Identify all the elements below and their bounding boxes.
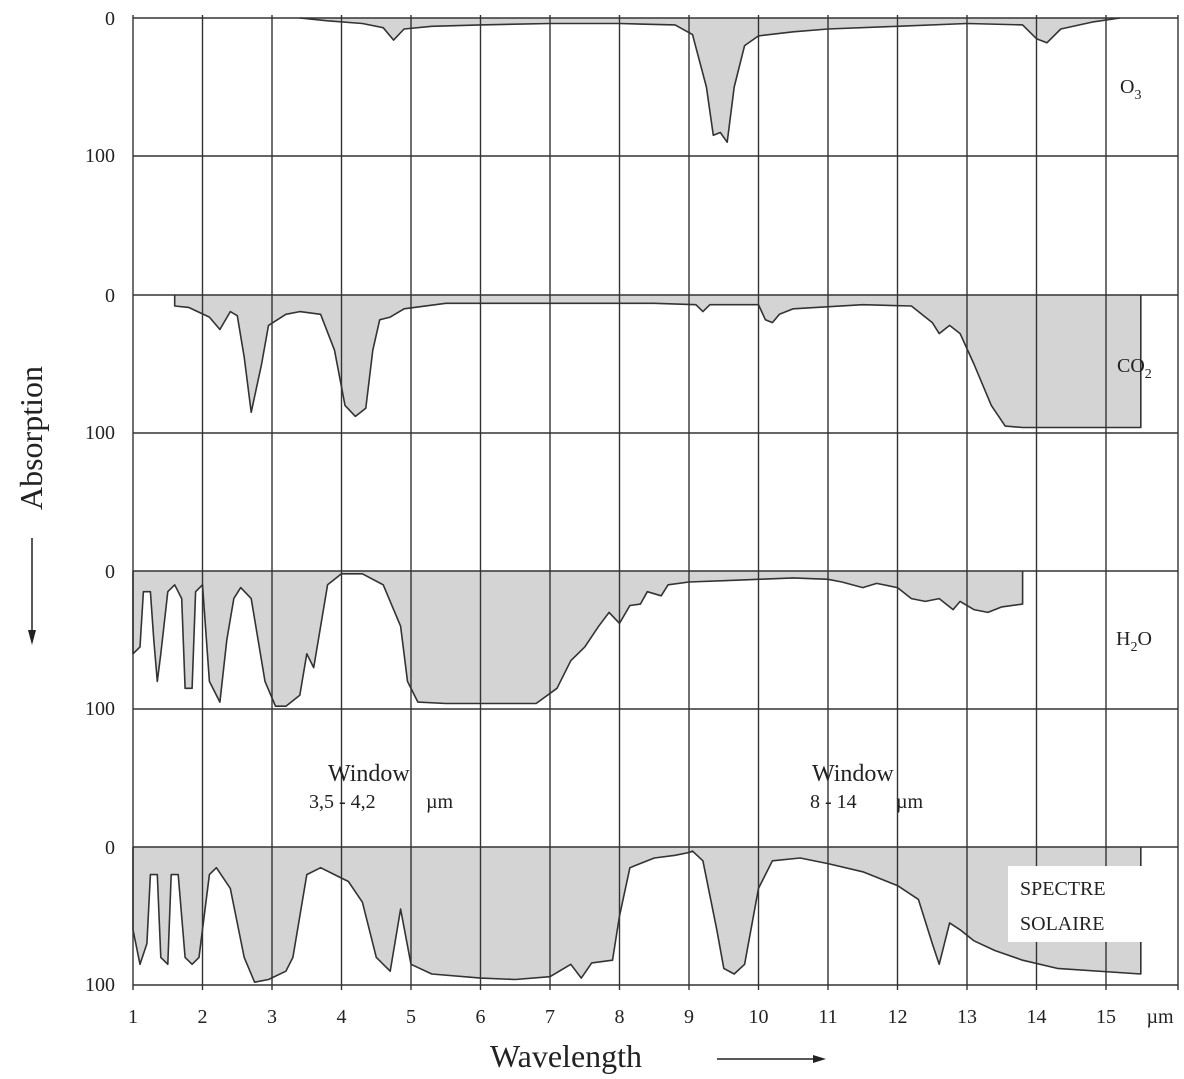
- xtick-11: 11: [818, 1006, 837, 1028]
- absorption-fill-0: [299, 18, 1120, 143]
- panel-label-o3-sub: 3: [1134, 88, 1141, 103]
- panel-label-h2o-sub: 2: [1130, 640, 1137, 655]
- xtick-6: 6: [476, 1006, 486, 1028]
- xtick-13: 13: [957, 1006, 977, 1028]
- panel-label-o3: O3: [1120, 76, 1141, 103]
- panel-label-co2: CO2: [1117, 355, 1152, 382]
- panel-label-o3-main: O: [1120, 76, 1134, 98]
- window-range-2: 8 - 14 µm: [810, 791, 924, 813]
- ytick-zero-2: 0: [105, 561, 115, 583]
- y-axis-arrow: [28, 538, 36, 645]
- panel-label-co2-main: CO: [1117, 355, 1145, 377]
- window-range-1: 3,5 - 4,2 µm: [309, 791, 454, 813]
- xtick-7: 7: [545, 1006, 555, 1028]
- xtick-unit: µm: [1146, 1006, 1174, 1028]
- window-label-2: Window: [812, 761, 894, 787]
- panels-layer: [132, 17, 1178, 984]
- absorption-curve-3: [132, 847, 1142, 984]
- xtick-14: 14: [1027, 1006, 1047, 1028]
- window-label-1: Window: [328, 761, 410, 787]
- ytick-hundred-0: 100: [85, 145, 115, 167]
- xtick-10: 10: [749, 1006, 769, 1028]
- spectre-label-box: [1008, 866, 1153, 942]
- ytick-hundred-3: 100: [85, 974, 115, 996]
- x-axis-title: Wavelength: [490, 1038, 642, 1074]
- absorption-fill-2: [133, 571, 1023, 707]
- ytick-hundred-2: 100: [85, 698, 115, 720]
- window-range-2-unit: µm: [896, 791, 924, 813]
- panel-label-h2o-main2: O: [1137, 628, 1151, 650]
- xtick-3: 3: [267, 1006, 277, 1028]
- ytick-hundred-1: 100: [85, 422, 115, 444]
- xtick-15: 15: [1096, 1006, 1116, 1028]
- panel-label-spectre-line2: SOLAIRE: [1020, 913, 1104, 935]
- y-axis-title: Absorption: [13, 366, 49, 510]
- x-tick-labels: 1 2 3 4 5 6 7 8 9 10 11 12 13 14 15 µm: [128, 1006, 1174, 1028]
- xtick-8: 8: [615, 1006, 625, 1028]
- window-range-1-unit: µm: [426, 791, 454, 813]
- y-tick-labels: 0 100 0 100 0 100 0 100: [85, 8, 115, 996]
- ytick-zero-3: 0: [105, 837, 115, 859]
- panel-label-co2-sub: 2: [1145, 367, 1152, 382]
- xtick-2: 2: [198, 1006, 208, 1028]
- ytick-zero-0: 0: [105, 8, 115, 30]
- xtick-12: 12: [888, 1006, 908, 1028]
- absorption-curve-2: [132, 571, 1024, 708]
- ytick-zero-1: 0: [105, 285, 115, 307]
- xtick-1: 1: [128, 1006, 138, 1028]
- window-range-1-value: 3,5 - 4,2: [309, 791, 376, 813]
- grid-layer: [132, 15, 1179, 990]
- window-range-2-value: 8 - 14: [810, 791, 857, 813]
- x-axis-arrow: [717, 1055, 826, 1063]
- panel-label-h2o-main: H: [1116, 628, 1130, 650]
- xtick-5: 5: [406, 1006, 416, 1028]
- absorption-fill-3: [133, 847, 1178, 983]
- panel-label-spectre-line1: SPECTRE: [1020, 878, 1106, 900]
- absorption-curve-0: [299, 17, 1121, 143]
- panel-label-h2o: H2O: [1116, 628, 1152, 655]
- xtick-9: 9: [684, 1006, 694, 1028]
- xtick-4: 4: [337, 1006, 347, 1028]
